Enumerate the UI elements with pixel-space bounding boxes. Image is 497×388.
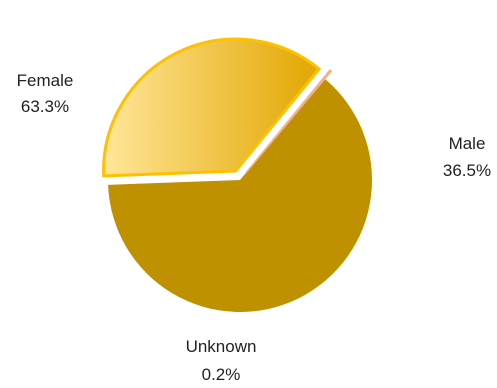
label-unknown-name: Unknown — [186, 337, 257, 356]
label-female-value: 63.3% — [21, 97, 69, 116]
slice-female — [108, 78, 373, 312]
label-male-name: Male — [449, 134, 486, 153]
label-male-value: 36.5% — [443, 161, 491, 180]
label-unknown-value: 0.2% — [202, 365, 241, 384]
slice-male — [102, 37, 321, 178]
label-female-name: Female — [17, 71, 74, 90]
slice-unknown — [245, 69, 332, 174]
